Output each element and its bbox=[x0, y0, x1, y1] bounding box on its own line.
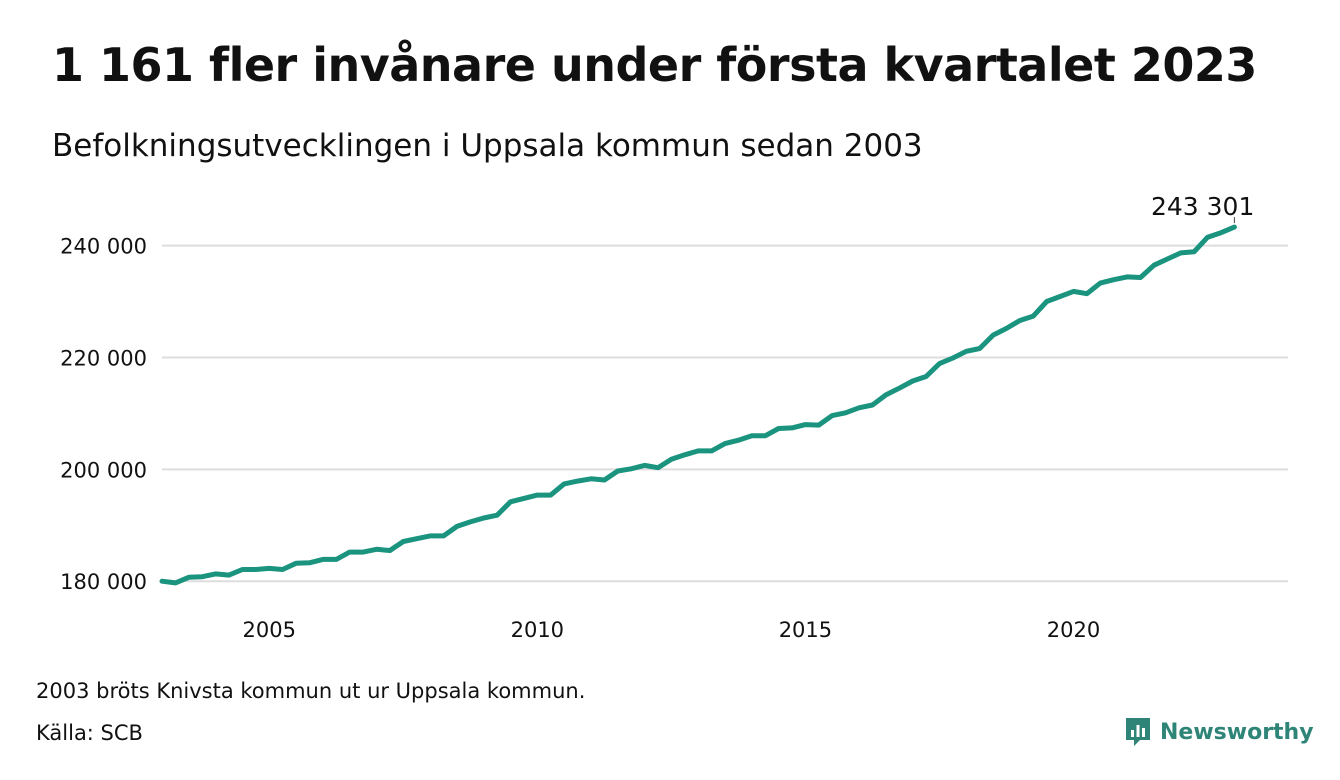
gridlines bbox=[162, 244, 1288, 583]
y-tick-label: 240 000 bbox=[60, 235, 147, 259]
end-label-layer: 243 301 bbox=[1151, 192, 1254, 224]
x-tick-label: 2010 bbox=[511, 618, 564, 642]
chart-subtitle: Befolkningsutvecklingen i Uppsala kommun… bbox=[52, 128, 923, 164]
brand-logo: Newsworthy bbox=[1124, 716, 1314, 748]
x-tick-label: 2005 bbox=[243, 618, 296, 642]
y-tick-label: 220 000 bbox=[60, 346, 147, 370]
brand-name: Newsworthy bbox=[1160, 719, 1314, 745]
y-tick-label: 180 000 bbox=[60, 570, 147, 594]
line-chart: 180 000 200 000 220 000 240 000 2005 2010 201… bbox=[60, 192, 1288, 642]
x-tick-label: 2015 bbox=[779, 618, 832, 642]
x-axis-ticks: 2005 2010 2015 2020 bbox=[243, 618, 1101, 642]
chart-title: 1 161 fler invånare under första kvartal… bbox=[52, 38, 1257, 92]
y-axis-ticks: 180 000 200 000 220 000 240 000 bbox=[60, 235, 147, 595]
footnote: 2003 bröts Knivsta kommun ut ur Uppsala … bbox=[36, 679, 586, 703]
newsworthy-logo-icon bbox=[1126, 718, 1150, 746]
end-value-label: 243 301 bbox=[1151, 192, 1254, 221]
source-label: Källa: SCB bbox=[36, 721, 143, 745]
series-line bbox=[159, 224, 1237, 586]
y-tick-label: 200 000 bbox=[60, 458, 147, 482]
x-tick-label: 2020 bbox=[1047, 618, 1100, 642]
series-layer bbox=[159, 224, 1237, 586]
